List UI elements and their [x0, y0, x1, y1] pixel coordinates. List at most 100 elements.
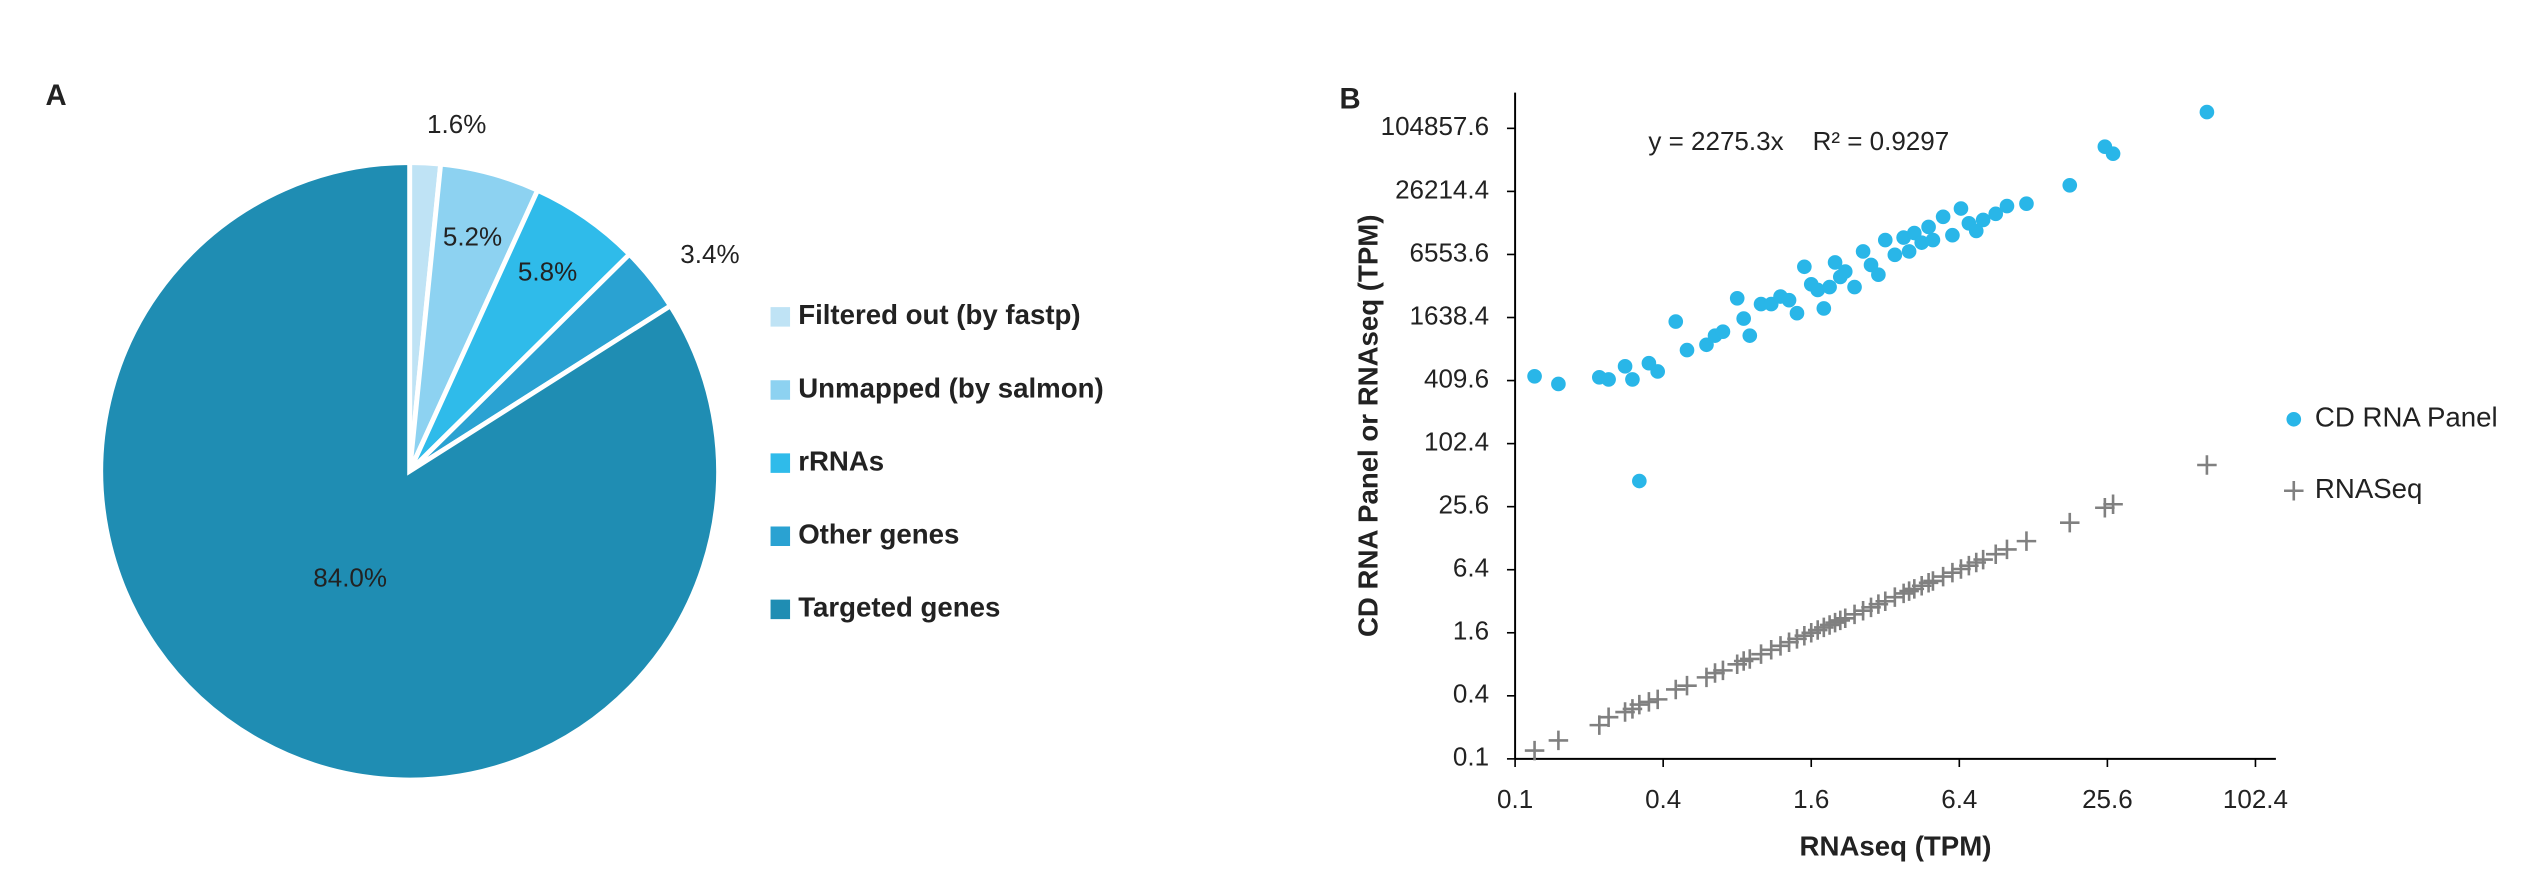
scatter-point [1696, 667, 1717, 688]
scatter-point [2060, 512, 2080, 533]
x-tick-label: 0.4 [1645, 784, 1681, 814]
scatter-point [1625, 372, 1640, 387]
y-tick-label: 104857.6 [1381, 111, 1489, 141]
scatter-point [2095, 497, 2115, 518]
scatter-point [1875, 591, 1896, 611]
legend-swatch [770, 599, 791, 620]
scatter-point [1855, 244, 1871, 259]
scatter-point [1715, 324, 1731, 339]
legend-marker [2284, 481, 2304, 501]
scatter-point [1953, 201, 1969, 216]
data-label: 3.4% [680, 239, 739, 269]
scatter-point [1589, 715, 1610, 735]
scatter-point [1629, 694, 1650, 715]
scatter-point [1740, 649, 1760, 669]
y-tick-label: 6553.6 [1410, 237, 1490, 267]
scatter-point [1781, 292, 1797, 308]
scatter-point [2197, 455, 2217, 475]
scatter-point [2019, 196, 2034, 212]
y-tick-label: 6.4 [1453, 553, 1489, 583]
legend-label: Unmapped (by salmon) [798, 372, 1104, 403]
legend-marker [2286, 411, 2302, 427]
data-label: 5.2% [443, 222, 502, 252]
scatter-point [1753, 296, 1769, 312]
scatter-point [1935, 209, 1951, 225]
scatter-point [1810, 282, 1826, 298]
scatter-point [1742, 328, 1758, 343]
scatter-point [1973, 549, 1993, 570]
scatter-point [1825, 612, 1845, 633]
legend-label: Filtered out (by fastp) [798, 299, 1080, 330]
scatter-point [1942, 562, 1963, 583]
scatter-point [1665, 679, 1686, 700]
scatter-point [1770, 636, 1791, 656]
legend-swatch [770, 380, 791, 400]
scatter-point [1779, 632, 1799, 652]
scatter-point [1835, 608, 1856, 629]
scatter-point [1598, 707, 1619, 727]
legend-swatch [770, 526, 791, 546]
scatter-point [1797, 259, 1812, 275]
scatter-point [1885, 587, 1905, 607]
pie-slice [98, 160, 721, 783]
scatter-point [1887, 247, 1903, 263]
scatter-point [1713, 660, 1733, 681]
scatter-point [1816, 301, 1832, 316]
scatter-point [1933, 566, 1953, 587]
y-tick-label: 1638.4 [1410, 300, 1490, 330]
scatter-point [1729, 290, 1745, 306]
scatter-point [1997, 539, 2017, 560]
legend-label: rRNAs [798, 445, 884, 476]
scatter-point [1650, 364, 1666, 379]
scatter-point [2105, 146, 2121, 162]
scatter-point [1632, 473, 1647, 489]
scatter-point [1985, 544, 2006, 564]
scatter-point [1736, 311, 1751, 326]
scatter-point [1893, 583, 1914, 604]
legend-swatch [770, 453, 791, 473]
y-tick-label: 1.6 [1453, 616, 1489, 646]
y-tick-label: 0.4 [1453, 679, 1489, 709]
scatter-point [1647, 689, 1668, 710]
y-tick-label: 102.4 [1424, 426, 1489, 456]
scatter-point [1548, 730, 1569, 751]
x-tick-label: 102.4 [2223, 784, 2288, 814]
data-label: 84.0% [313, 562, 387, 592]
y-tick-label: 25.6 [1438, 490, 1489, 520]
scatter-point [1668, 314, 1684, 329]
scatter-point [1761, 640, 1781, 660]
legend-label: CD RNA Panel [2315, 402, 2498, 433]
scatter-point [2016, 531, 2037, 551]
scatter-point [1705, 663, 1725, 683]
data-label: 5.8% [518, 257, 577, 287]
x-tick-label: 25.6 [2082, 784, 2133, 814]
scatter-point [1901, 244, 1917, 259]
panel-label: A [46, 80, 67, 112]
x-tick-label: 6.4 [1941, 784, 1977, 814]
scatter-point [1679, 342, 1695, 358]
scatter-point [1847, 279, 1862, 295]
scatter-point [1617, 359, 1633, 374]
scatter-point [1601, 372, 1616, 387]
scatter-point [1968, 223, 1984, 239]
scatter-point [1925, 232, 1941, 248]
scatter-point [1877, 232, 1893, 248]
scatter-point [1975, 212, 1991, 228]
x-tick-label: 0.1 [1497, 784, 1533, 814]
y-tick-label: 409.6 [1424, 363, 1489, 393]
x-axis-title: RNAseq (TPM) [1800, 831, 1992, 862]
scatter-point [1921, 219, 1936, 235]
scatter-point [1789, 305, 1805, 321]
scatter-point [1923, 571, 1943, 591]
scatter-point [1871, 267, 1886, 283]
scatter-point [1751, 644, 1771, 664]
scatter-point [1527, 368, 1542, 384]
y-axis-title: CD RNA Panel or RNAseq (TPM) [1353, 214, 1384, 637]
data-label: 1.6% [427, 109, 486, 139]
scatter-point [2062, 177, 2078, 193]
scatter-point [1677, 675, 1697, 696]
legend-swatch [770, 307, 791, 327]
scatter-point [1827, 255, 1843, 270]
scatter-point [1837, 264, 1853, 279]
